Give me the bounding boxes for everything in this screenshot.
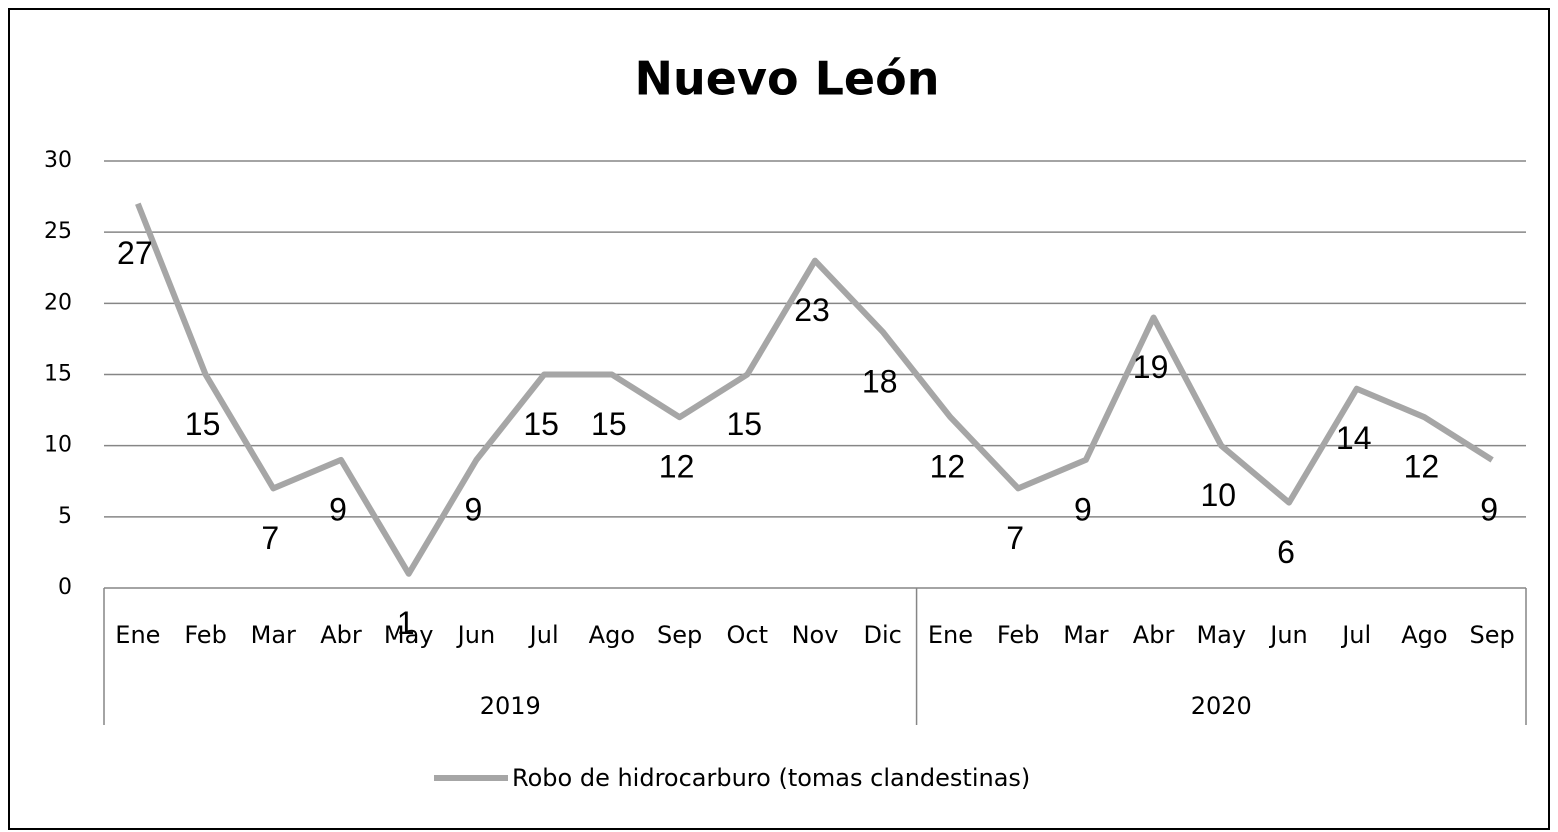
- data-label: 18: [862, 363, 898, 399]
- x-tick-label: Ene: [928, 621, 973, 649]
- y-tick-label: 15: [44, 362, 72, 387]
- data-label: 9: [1480, 491, 1498, 527]
- data-label: 9: [1074, 491, 1092, 527]
- data-label: 23: [794, 292, 830, 328]
- data-label: 9: [329, 491, 347, 527]
- x-tick-label: Sep: [657, 621, 702, 649]
- y-tick-label: 30: [44, 148, 72, 173]
- data-label: 1: [397, 605, 415, 641]
- x-tick-label: Mar: [251, 621, 296, 649]
- data-label: 12: [659, 449, 695, 485]
- y-tick-label: 10: [44, 433, 72, 458]
- data-label: 7: [261, 520, 279, 556]
- data-label: 6: [1277, 534, 1295, 570]
- data-label: 10: [1200, 477, 1236, 513]
- x-tick-label: Abr: [320, 621, 362, 649]
- data-label: 12: [930, 449, 966, 485]
- chart-title: Nuevo León: [635, 52, 940, 106]
- y-tick-label: 25: [44, 219, 72, 244]
- y-tick-label: 5: [58, 504, 72, 529]
- x-tick-label: Oct: [727, 621, 769, 649]
- x-tick-label: Nov: [792, 621, 839, 649]
- x-tick-label: Dic: [864, 621, 902, 649]
- x-tick-label: Mar: [1063, 621, 1108, 649]
- x-tick-label: Abr: [1133, 621, 1175, 649]
- series-line: [135, 202, 1494, 577]
- data-label: 15: [185, 406, 221, 442]
- data-label: 9: [465, 491, 483, 527]
- data-label: 15: [591, 406, 627, 442]
- x-tick-label: May: [1196, 621, 1246, 649]
- x-tick-label: Ene: [115, 621, 160, 649]
- x-tick-label: Sep: [1470, 621, 1515, 649]
- x-group-label: 2019: [480, 692, 541, 720]
- data-label: 7: [1006, 520, 1024, 556]
- x-tick-label: Jul: [1340, 621, 1371, 649]
- x-tick-label: Feb: [997, 621, 1040, 649]
- x-tick-label: Ago: [589, 621, 635, 649]
- data-label: 19: [1133, 349, 1169, 385]
- y-tick-label: 20: [44, 290, 72, 315]
- y-tick-label: 0: [58, 575, 72, 600]
- data-label: 12: [1404, 449, 1440, 485]
- x-tick-label: Feb: [184, 621, 227, 649]
- legend-label: Robo de hidrocarburo (tomas clandestinas…: [512, 764, 1030, 792]
- x-tick-label: Jun: [1268, 621, 1308, 649]
- data-label: 15: [523, 406, 559, 442]
- x-tick-label: May: [384, 621, 434, 649]
- data-label: 27: [117, 235, 153, 271]
- x-tick-label: Jul: [528, 621, 559, 649]
- chart-frame: [8, 8, 1550, 830]
- x-tick-label: Jun: [456, 621, 496, 649]
- x-group-label: 2020: [1191, 692, 1252, 720]
- x-tick-label: Ago: [1401, 621, 1447, 649]
- data-label: 15: [726, 406, 762, 442]
- data-label: 14: [1336, 420, 1372, 456]
